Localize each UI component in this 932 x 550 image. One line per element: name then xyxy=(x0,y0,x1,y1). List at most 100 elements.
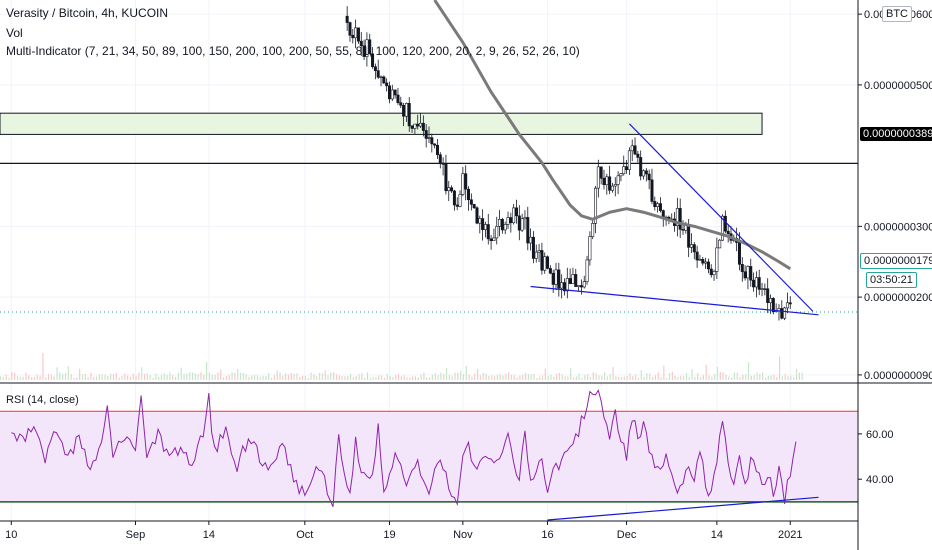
candle-body xyxy=(608,176,612,191)
volume-bar xyxy=(601,375,603,380)
candle-body xyxy=(594,187,598,224)
volume-bar xyxy=(493,375,496,380)
volume-bar xyxy=(378,375,380,380)
volume-bar xyxy=(581,377,583,380)
candle-body xyxy=(540,250,544,271)
volume-bar xyxy=(231,372,233,380)
volume-bar xyxy=(293,373,295,380)
volume-bar xyxy=(53,376,55,380)
candle-body xyxy=(687,223,691,248)
volume-bar xyxy=(547,376,549,380)
volume-bar xyxy=(31,377,33,380)
candle-body xyxy=(368,39,372,55)
volume-bar xyxy=(64,373,67,380)
volume-bar xyxy=(42,353,44,380)
candle-body xyxy=(467,188,471,201)
volume-bar xyxy=(663,365,665,380)
volume-bar xyxy=(437,375,439,380)
candle-body xyxy=(788,302,792,305)
candle-body xyxy=(509,217,513,224)
candle-body xyxy=(630,145,634,152)
volume-bar xyxy=(714,374,716,380)
volume-bar xyxy=(381,375,383,380)
volume-bar xyxy=(513,375,515,380)
candle-body xyxy=(633,145,637,155)
candle-body xyxy=(461,173,465,195)
candle-body xyxy=(421,122,425,131)
volume-bar xyxy=(544,368,546,380)
time-tick-label: Oct xyxy=(296,529,313,541)
volume-bar xyxy=(536,377,538,380)
candle-body xyxy=(746,266,750,279)
candle-body xyxy=(407,103,411,127)
volume-bar xyxy=(553,376,555,380)
time-axis[interactable]: 10 Sep 14 Oct 19 Nov 16 Dec 14 2021 xyxy=(5,521,803,541)
volume-bar xyxy=(237,368,239,380)
volume-bar xyxy=(793,377,795,380)
volume-bar xyxy=(45,377,47,380)
volume-bar xyxy=(177,372,180,380)
volume-bar xyxy=(107,376,109,380)
volume-bar xyxy=(166,374,168,380)
candle-body xyxy=(469,199,473,205)
candle-body xyxy=(780,308,784,319)
candle-body xyxy=(678,208,682,230)
volume-bar xyxy=(287,374,290,380)
rsi-tick-label: 60.00 xyxy=(866,429,894,441)
volume-bar xyxy=(270,377,273,380)
candle-body xyxy=(619,173,623,177)
price-pane[interactable] xyxy=(0,0,858,382)
time-tick-label: 16 xyxy=(541,529,553,541)
candle-body xyxy=(602,177,606,186)
volume-bar xyxy=(203,374,205,380)
candle-body xyxy=(653,201,657,208)
volume-bar xyxy=(592,372,594,380)
volume-bar xyxy=(790,375,792,380)
volume-bar xyxy=(310,372,312,380)
volume-bar xyxy=(95,376,98,380)
candle-body xyxy=(763,288,767,290)
volume-bar xyxy=(349,373,352,380)
rsi-axis[interactable]: 60.00 40.00 xyxy=(858,429,894,486)
volume-bar xyxy=(366,372,369,380)
candle-body xyxy=(478,218,482,224)
volume-bar xyxy=(143,374,146,380)
candle-body xyxy=(362,45,366,57)
volume-bar xyxy=(87,377,89,380)
volume-bar xyxy=(541,375,544,380)
volume-bar xyxy=(146,373,148,380)
candle-body xyxy=(757,277,761,290)
volume-bar xyxy=(259,376,261,380)
candle-body xyxy=(749,266,753,281)
volume-bar xyxy=(33,376,36,380)
volume-bar xyxy=(118,377,120,380)
volume-bar xyxy=(16,375,19,380)
volume-bar xyxy=(674,375,676,380)
volume-bar xyxy=(160,374,163,380)
candle-body xyxy=(444,164,448,192)
candle-body xyxy=(500,219,504,231)
candle-body xyxy=(616,175,620,185)
candle-body xyxy=(526,217,530,244)
volume-bar xyxy=(67,366,69,380)
volume-bar xyxy=(685,373,688,380)
candle-body xyxy=(565,278,569,292)
volume-bar xyxy=(214,374,216,380)
upper-trendline xyxy=(628,123,814,312)
volume-bar xyxy=(352,377,354,380)
price-axis[interactable]: 0.00000006000.00000005000.00000003000.00… xyxy=(858,9,932,382)
candle-body xyxy=(560,282,564,289)
price-tick-label: 0.0000000090 xyxy=(864,370,932,382)
volume-bar xyxy=(564,376,566,380)
volume-bar xyxy=(262,375,264,380)
volume-bar xyxy=(558,372,561,380)
price-tick-label: 0.0000000200 xyxy=(864,292,932,304)
volume-bar xyxy=(657,372,659,380)
candle-body xyxy=(785,302,789,309)
volume-bar xyxy=(612,367,614,380)
volume-bar xyxy=(516,377,518,380)
currency-badge[interactable]: BTC xyxy=(882,6,912,22)
volume-bar xyxy=(11,372,13,380)
